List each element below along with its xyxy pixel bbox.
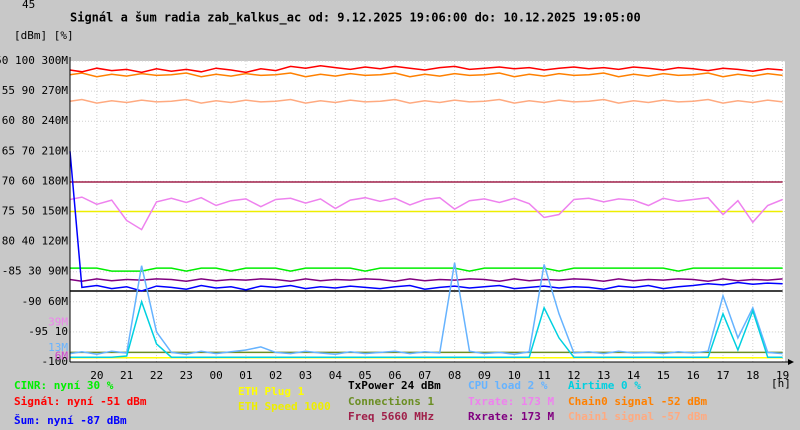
x-tick-label: 04 [329,369,343,382]
legend-entry: Txrate: 173 M [468,395,554,408]
y-tick-label: -85 30 90M [2,265,69,278]
y-tick-label: -95 10 [28,325,68,338]
x-tick-label: 18 [746,369,759,382]
legend-entry: Signál: nyní -51 dBm [14,395,147,408]
series-line [69,262,783,355]
annotation: 6M [55,350,69,363]
x-tick-label: 22 [150,369,163,382]
legend-entry: CPU load 2 % [468,379,548,392]
series-line [70,299,783,358]
legend-entry: Šum: nyní -87 dBm [14,414,127,427]
series-line [69,72,783,78]
series-line [69,98,783,104]
x-tick-label: 08 [448,369,461,382]
x-tick-label: 13 [597,369,610,382]
legend-entry: Chain0 signal -52 dBm [568,395,707,408]
series-line [69,65,783,74]
x-tick-label: 09 [478,369,491,382]
legend-entry: CINR: nyní 30 % [14,379,114,392]
x-tick-label: 11 [537,369,550,382]
y-tick-label: -65 70 210M [0,144,68,157]
x-tick-label: 05 [359,369,372,382]
x-tick-label: 14 [627,369,641,382]
chart-title: Signál a šum radia zab_kalkus_ac od: 9.1… [70,11,641,26]
legend-entry: ETH Speed 1000 [238,400,331,413]
x-tick-label: 06 [388,369,401,382]
y-tick-label: -60 80 240M [0,114,68,127]
series-line [69,196,783,231]
y-tick-label: -55 90 270M [0,84,68,97]
y-tick-label: -70 60 180M [0,174,68,187]
x-tick-label: 17 [716,369,729,382]
x-tick-label: 16 [687,369,700,382]
legend-entry: TxPower 24 dBm [348,379,441,392]
y-top-label: 45 [22,0,35,11]
legend-entry: Chain1 signal -57 dBm [568,410,707,423]
x-axis-label: [h] [771,377,791,390]
axis-arrow [788,359,794,365]
legend-entry: Freq 5660 MHz [348,410,434,423]
legend-entry: Airtime 0 % [568,379,641,392]
y-tick-label: -100 [42,355,69,368]
x-tick-label: 03 [299,369,312,382]
x-tick-label: 19 [776,369,789,382]
y-tick-label: -75 50 150M [0,205,68,218]
y-tick-label: -90 60M [22,295,69,308]
legend-entry: ETH Plug 1 [238,385,305,398]
annotation: 13M [48,341,68,354]
series-line [69,151,783,292]
annotation: 39M [48,315,68,328]
x-tick-label: 12 [567,369,580,382]
series-line [70,267,783,272]
x-tick-label: 23 [180,369,193,382]
x-tick-label: 02 [269,369,282,382]
legend-entry: Connections 1 [348,395,434,408]
x-tick-label: 15 [657,369,670,382]
x-tick-label: 07 [418,369,431,382]
y-tick-label: -50 100 300M [0,54,68,67]
x-tick-label: 00 [209,369,222,382]
x-tick-label: 20 [90,369,103,382]
series-line [69,278,783,283]
x-tick-label: 10 [508,369,521,382]
legend-entry: Rxrate: 173 M [468,410,554,423]
y-tick-label: -80 40 120M [0,235,68,248]
x-tick-label: 21 [120,369,133,382]
y-units-label: [dBm] [%] [14,29,74,42]
x-tick-label: 01 [239,369,252,382]
